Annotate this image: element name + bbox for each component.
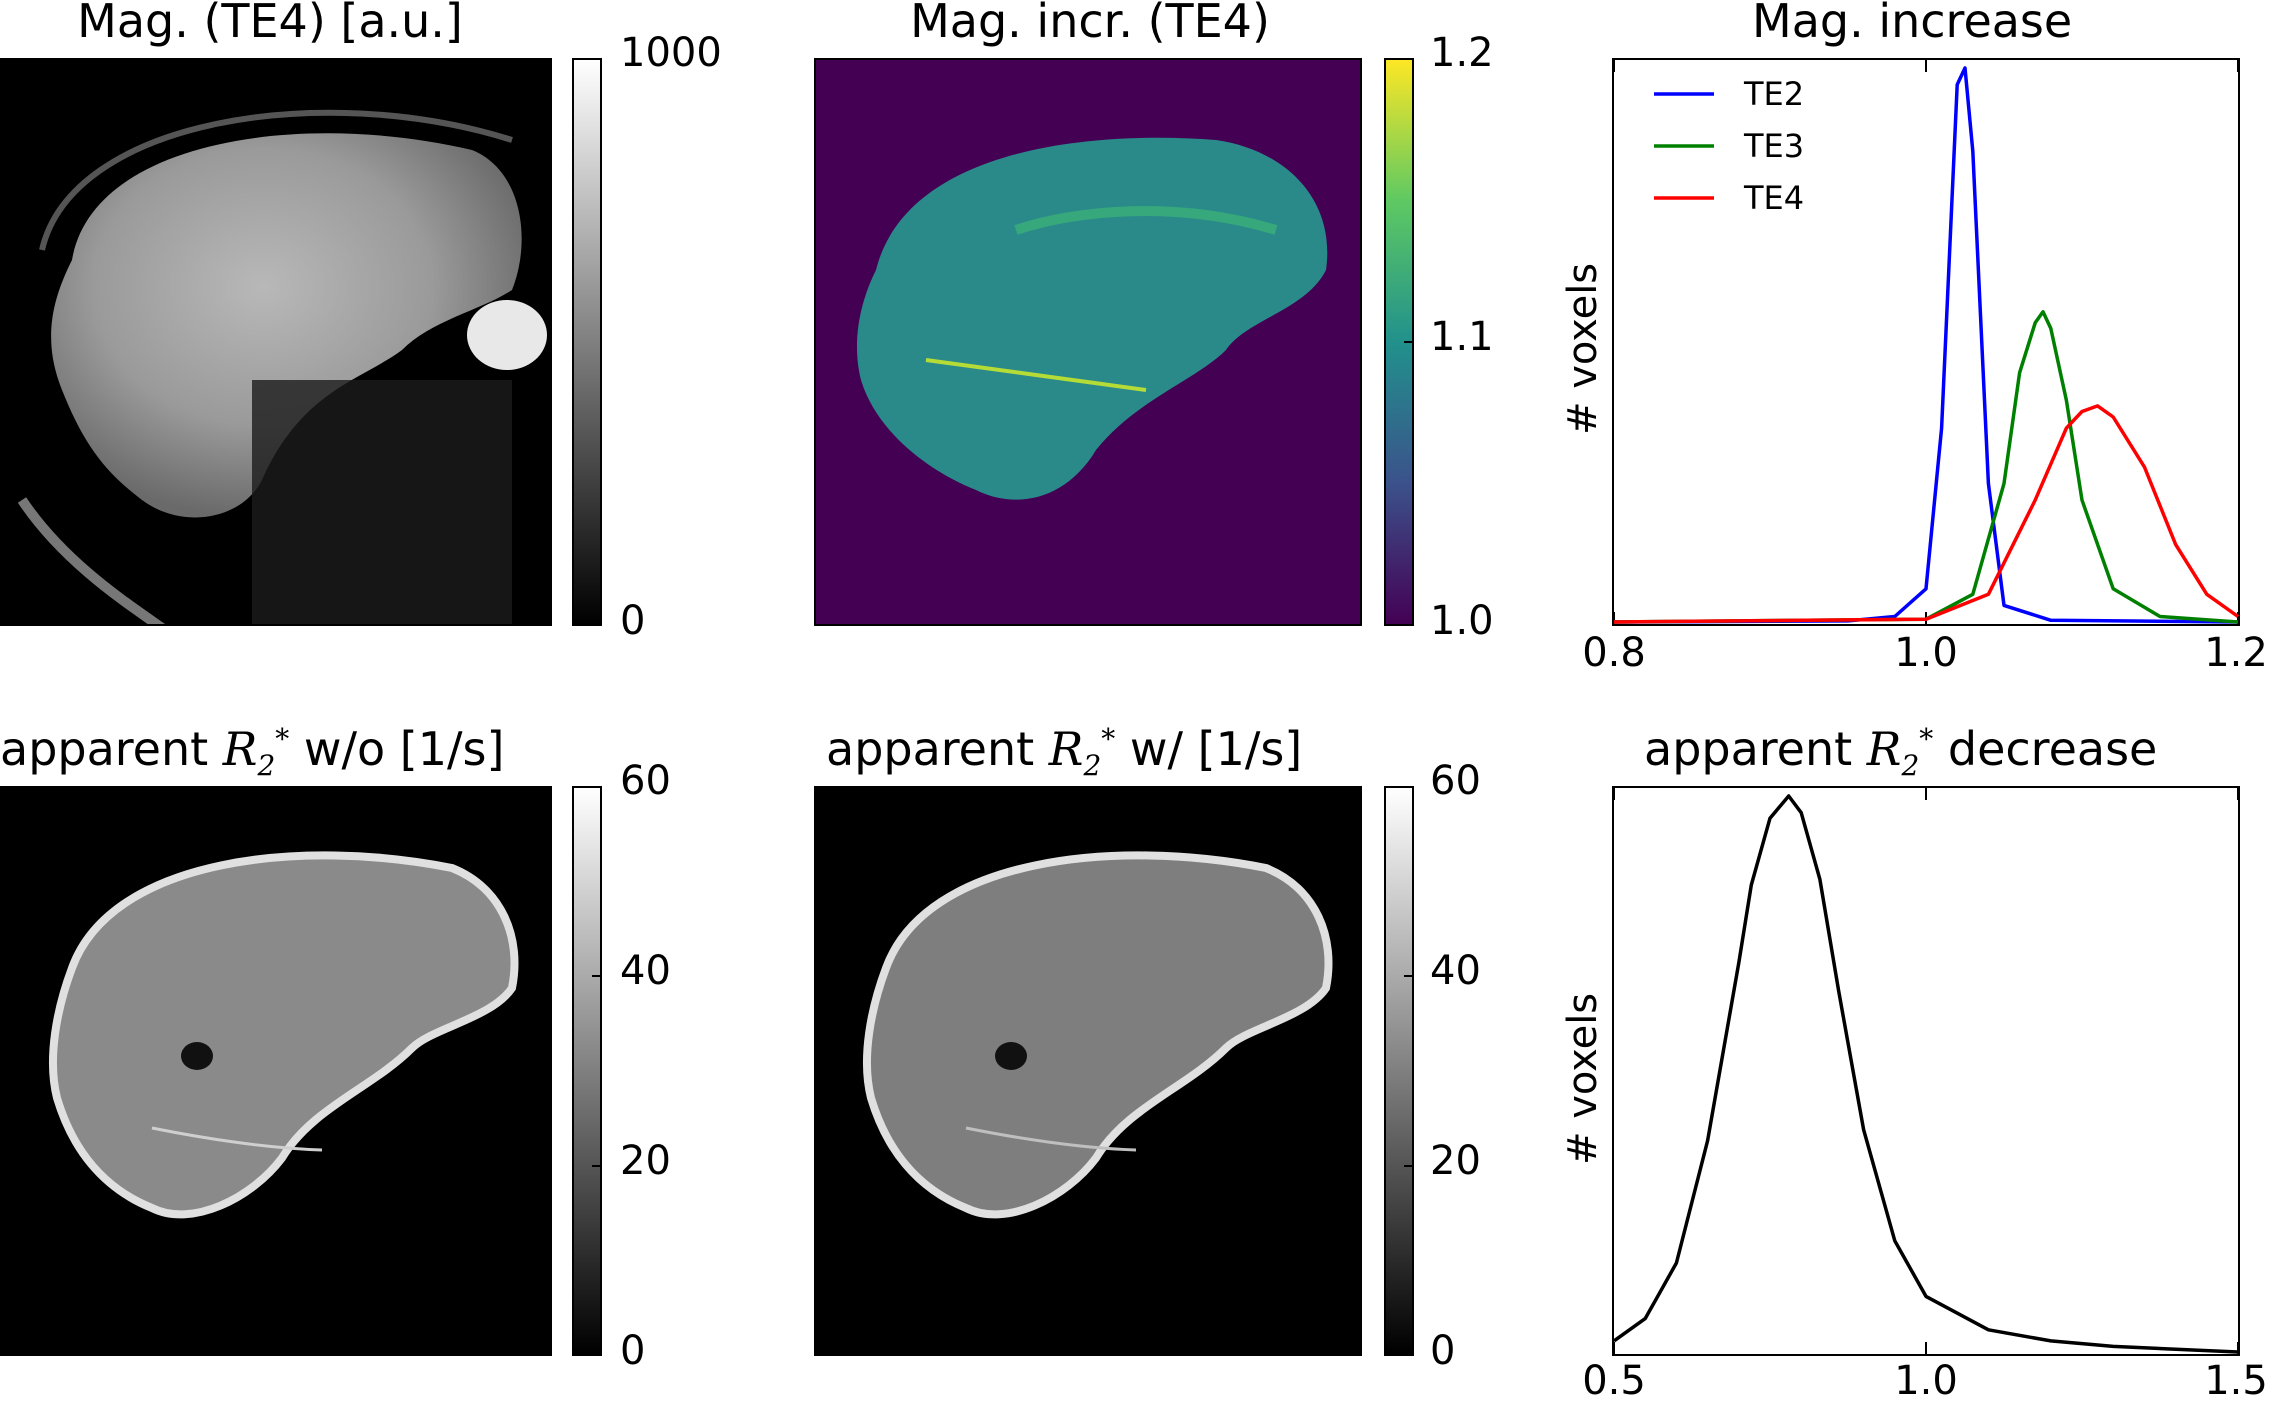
mag-increase-chart: TE2 TE3 TE4 bbox=[1614, 60, 2240, 624]
series-line-TE4 bbox=[1614, 404, 2240, 624]
series-line-TE2 bbox=[1614, 66, 2239, 624]
r2star-decrease-xtick-0: 0.5 bbox=[1582, 1358, 1646, 1404]
brain-mag-incr-illustration bbox=[856, 137, 1328, 500]
mag-te4-image bbox=[0, 58, 552, 626]
r2star-decrease-title-pre: apparent bbox=[1644, 722, 1867, 776]
r2star-wo-title-post: w/o [1/s] bbox=[289, 722, 505, 776]
r2star-w-cbar-tick-20 bbox=[1404, 1165, 1414, 1167]
r2star-wo-cbar-label-0: 0 bbox=[620, 1328, 646, 1374]
mag-incr-image bbox=[814, 58, 1362, 626]
mag-te4-title: Mag. (TE4) [a.u.] bbox=[77, 0, 463, 48]
series-line-TE3 bbox=[1614, 310, 2239, 624]
r2star-decrease-plot bbox=[1612, 786, 2240, 1356]
r2star-wo-cbar-label-20: 20 bbox=[620, 1138, 671, 1184]
mag-increase-plot: TE2 TE3 TE4 bbox=[1612, 58, 2240, 626]
r2star-decrease-xtick-2: 1.5 bbox=[2204, 1358, 2268, 1404]
mag-increase-xtick-2: 1.2 bbox=[2204, 630, 2268, 676]
r2star-w-cbar-label-40: 40 bbox=[1430, 948, 1481, 994]
mag-incr-title: Mag. incr. (TE4) bbox=[910, 0, 1270, 48]
r2star-decrease-title-math: R2* bbox=[1866, 722, 1934, 783]
mag-increase-ylabel: # voxels bbox=[1560, 262, 1606, 435]
r2star-w-title-math: R2* bbox=[1048, 722, 1116, 783]
r2star-w-title: apparent R2* w/ [1/s] bbox=[826, 722, 1302, 782]
r2star-wo-image bbox=[0, 786, 552, 1356]
mag-te4-cbar-min: 0 bbox=[620, 598, 646, 644]
r2star-w-title-pre: apparent bbox=[826, 722, 1049, 776]
r2star-wo-title: apparent R2* w/o [1/s] bbox=[0, 722, 504, 782]
brain-r2star-w-illustration bbox=[863, 851, 1333, 1219]
r2star-wo-cbar-label-40: 40 bbox=[620, 948, 671, 994]
r2star-wo-cbar-label-60: 60 bbox=[620, 758, 671, 804]
mag-incr-cbar-tick-top: 1.2 bbox=[1430, 30, 1494, 76]
mag-incr-cbar-tick-mid bbox=[1404, 341, 1414, 343]
r2star-w-colorbar bbox=[1384, 786, 1414, 1356]
r2star-w-cbar-label-20: 20 bbox=[1430, 1138, 1481, 1184]
r2star-wo-cbar-tick-40 bbox=[592, 975, 602, 977]
r2star-wo-colorbar bbox=[572, 786, 602, 1356]
mag-incr-cbar-tick-bottom: 1.0 bbox=[1430, 598, 1494, 644]
r2star-w-cbar-label-60: 60 bbox=[1430, 758, 1481, 804]
series-line-0 bbox=[1614, 794, 2239, 1354]
legend-label-TE3: TE3 bbox=[1743, 127, 1804, 165]
legend-label-TE2: TE2 bbox=[1743, 75, 1804, 113]
r2star-w-title-post: w/ [1/s] bbox=[1115, 722, 1303, 776]
r2star-wo-cbar-tick-20 bbox=[592, 1165, 602, 1167]
brain-r2star-wo-illustration bbox=[49, 851, 519, 1219]
mag-te4-colorbar bbox=[572, 58, 602, 626]
mag-incr-cbar-tick-middle: 1.1 bbox=[1430, 314, 1494, 360]
r2star-decrease-chart bbox=[1614, 788, 2239, 1354]
r2star-w-image bbox=[814, 786, 1362, 1356]
mag-increase-xtick-1: 1.0 bbox=[1894, 630, 1958, 676]
brain-magnitude-illustration bbox=[17, 109, 547, 624]
r2star-wo-title-math: R2* bbox=[222, 722, 290, 783]
r2star-decrease-title: apparent R2* decrease bbox=[1644, 722, 2157, 782]
mag-increase-xtick-0: 0.8 bbox=[1582, 630, 1646, 676]
mag-te4-cbar-max: 1000 bbox=[620, 30, 722, 76]
legend-label-TE4: TE4 bbox=[1743, 179, 1804, 217]
r2star-decrease-ylabel: # voxels bbox=[1560, 992, 1606, 1165]
r2star-decrease-xtick-1: 1.0 bbox=[1894, 1358, 1958, 1404]
r2star-w-cbar-tick-40 bbox=[1404, 975, 1414, 977]
r2star-decrease-title-post: decrease bbox=[1933, 722, 2158, 776]
r2star-wo-title-pre: apparent bbox=[0, 722, 223, 776]
mag-increase-title: Mag. increase bbox=[1752, 0, 2073, 48]
r2star-w-cbar-label-0: 0 bbox=[1430, 1328, 1456, 1374]
